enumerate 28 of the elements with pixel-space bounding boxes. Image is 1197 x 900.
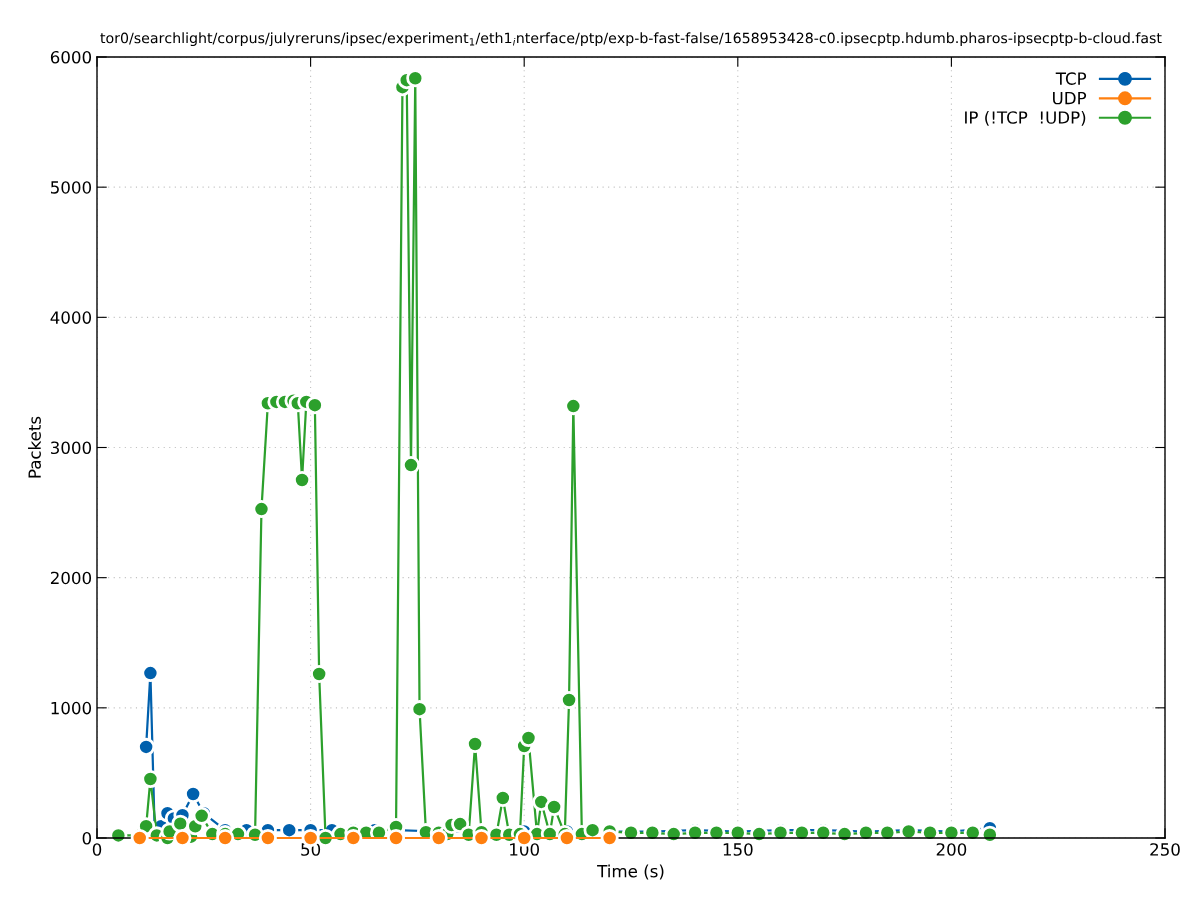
point: [387, 828, 406, 848]
point: [173, 828, 192, 848]
point: [472, 828, 491, 848]
point: [557, 828, 576, 848]
point: [216, 828, 235, 848]
x-tick-label: 250: [1150, 843, 1180, 856]
y-tick-label: 0: [82, 831, 92, 845]
point: [344, 828, 363, 848]
chart-title: tor0/searchlight/corpus/julyreruns/ipsec/experiment$_{1}$/eth1$_{i}$nterface/ptp/exp-b-fast-false/1658953428-c0.ipsecptp.hdumb.pharos-ipsecptp-b-cloud.fast: [100, 32, 1162, 47]
y-tick-label: 6000: [50, 50, 92, 64]
y-axis-title: Packets: [28, 416, 41, 478]
x-tick-label: 0: [92, 843, 102, 856]
x-tick-label: 150: [723, 843, 753, 856]
point: [600, 828, 619, 848]
point: [137, 737, 156, 756]
y-tick-label: 3000: [50, 441, 92, 455]
legend-label: UDP: [1053, 91, 1087, 105]
y-tick-label: 4000: [50, 311, 92, 324]
y-tick-label: 5000: [51, 181, 92, 194]
x-tick-label: 200: [936, 843, 967, 856]
legend-label: TCP: [1055, 72, 1087, 85]
y-tick-label: 2000: [50, 571, 92, 585]
point: [258, 828, 277, 848]
x-axis-title: Time (s): [597, 864, 664, 880]
point: [184, 784, 203, 804]
y-tick-label: 1000: [51, 701, 92, 715]
legend-label: IP (!TCP !UDP): [965, 110, 1086, 126]
point: [429, 828, 448, 848]
